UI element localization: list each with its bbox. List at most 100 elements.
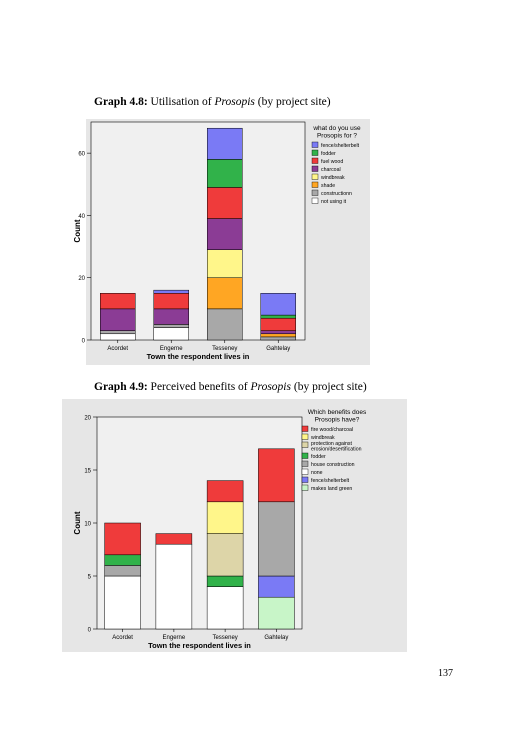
bar-segment: [207, 308, 243, 341]
bar-segment: [258, 501, 295, 577]
legend-swatch: [311, 181, 319, 188]
legend-swatch: [311, 197, 319, 204]
caption-label: Graph 4.8:: [94, 96, 148, 108]
bar-segment: [207, 249, 243, 278]
legend-label: none: [311, 470, 323, 476]
legend-swatch: [301, 433, 309, 440]
legend-swatch: [301, 460, 309, 467]
legend-label: fence/shelterbelt: [321, 143, 360, 149]
legend-label: erosion/desertification: [311, 447, 362, 453]
caption-text-end: (by project site): [290, 381, 367, 393]
legend-title: what do you use: [312, 125, 361, 132]
legend-swatch: [311, 189, 319, 196]
bar-segment: [153, 308, 189, 325]
legend-title: Prosopis have?: [315, 417, 360, 424]
legend-swatch: [301, 452, 309, 459]
legend-label: fence/shelterbelt: [311, 478, 350, 484]
bar-segment: [104, 522, 141, 556]
y-tick-label: 20: [84, 416, 91, 422]
bar-segment: [260, 336, 296, 341]
legend-swatch: [301, 476, 309, 483]
legend-swatch: [311, 157, 319, 164]
x-tick-label: Gahtelay: [266, 346, 290, 352]
legend-label: windbreak: [321, 175, 345, 181]
x-axis-label: Town the respondent lives in: [148, 641, 251, 650]
legend-swatch: [301, 441, 309, 448]
bar-segment: [206, 480, 244, 503]
bar-segment: [260, 317, 296, 331]
x-tick-label: Acordet: [112, 635, 133, 641]
bar-segment: [206, 575, 244, 587]
bar-segment: [153, 293, 189, 310]
bar-segment: [100, 333, 136, 341]
bar-segment: [260, 333, 296, 338]
bar-segment: [207, 159, 243, 188]
benefits-chart-svg: 0 5 10 15 20 Count Acordet Engerne Tesseney Gahte…: [62, 399, 407, 652]
page-number: 137: [438, 668, 453, 679]
legend-label: fire wood/charcoal: [311, 427, 353, 433]
legend-swatch: [311, 141, 319, 148]
y-tick-label: 15: [84, 469, 91, 475]
y-axis-label: Count: [73, 511, 82, 534]
bar-segment: [153, 289, 189, 294]
legend-title: Which benefits does: [308, 409, 367, 416]
caption-label: Graph 4.9:: [94, 381, 148, 393]
bar-segment: [207, 187, 243, 219]
benefits-chart: 0 5 10 15 20 Count Acordet Engerne Tesseney Gahte…: [40, 397, 410, 657]
legend-label: constructionn: [321, 191, 352, 197]
y-tick-label: 0: [88, 628, 92, 634]
bar-segment: [258, 448, 295, 503]
legend-label: fuel wood: [321, 159, 343, 165]
bar-segment: [206, 501, 244, 534]
bar-segment: [155, 533, 193, 545]
bar-segment: [258, 575, 295, 598]
legend-label: shade: [321, 183, 335, 189]
bar-segment: [207, 127, 243, 160]
legend-label: protection against: [311, 441, 353, 447]
legend-swatch: [301, 425, 309, 432]
utilisation-chart: 0 20 40 60 Count Acordet Engerne Tesseney Gahtel…: [40, 117, 380, 367]
y-tick-label: 10: [84, 522, 91, 528]
bar-segment: [104, 554, 141, 566]
legend-label: not using it: [321, 199, 347, 205]
x-tick-label: Acordet: [107, 346, 128, 352]
caption-italic: Prosopis: [214, 96, 255, 108]
y-tick-label: 60: [78, 152, 85, 158]
bar-segment: [153, 324, 189, 328]
bar-segment: [153, 327, 189, 341]
legend-swatch: [311, 165, 319, 172]
x-tick-label: Engerne: [160, 346, 183, 352]
caption-italic: Prosopis: [250, 381, 291, 393]
bar-segment: [104, 575, 141, 630]
y-tick-label: 20: [78, 276, 85, 282]
bar-segment: [207, 218, 243, 250]
legend-swatch: [301, 484, 309, 491]
legend-swatch: [311, 173, 319, 180]
bar-segment: [100, 293, 136, 310]
y-axis-label: Count: [73, 219, 82, 242]
graph-4-8-caption: Graph 4.8: Utilisation of Prosopis (by p…: [94, 96, 331, 108]
bar-segment: [207, 277, 243, 310]
legend-label: charcoal: [321, 167, 341, 173]
y-tick-label: 40: [78, 214, 85, 220]
bar-segment: [258, 596, 295, 630]
y-tick-label: 0: [82, 339, 86, 345]
legend-label: makes land green: [311, 486, 352, 492]
bar-segment: [260, 314, 296, 319]
bar-segment: [100, 308, 136, 331]
caption-text: Perceived benefits of: [150, 381, 251, 393]
caption-text-end: (by project site): [254, 96, 331, 108]
legend-label: fodder: [311, 454, 326, 460]
bar-segment: [206, 586, 244, 630]
legend-swatch: [311, 149, 319, 156]
legend-label: windbreak: [311, 435, 335, 441]
utilisation-chart-svg: 0 20 40 60 Count Acordet Engerne Tesseney Gahtel…: [73, 119, 370, 365]
bar-segment: [155, 543, 193, 630]
x-axis-label: Town the respondent lives in: [147, 352, 250, 361]
bar-segment: [206, 533, 244, 577]
x-tick-label: Tesseney: [212, 346, 237, 352]
legend-swatch: [301, 468, 309, 475]
x-tick-label: Tesseney: [212, 635, 237, 641]
bar-segment: [104, 565, 141, 577]
caption-text: Utilisation of: [150, 96, 215, 108]
